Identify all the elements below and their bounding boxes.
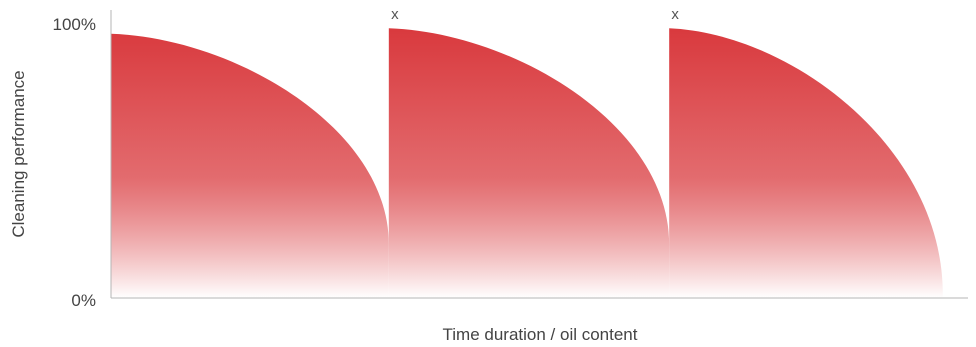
y-tick-label-100: 100% — [53, 15, 96, 34]
performance-area-2 — [388, 28, 670, 297]
x-axis-label: Time duration / oil content — [443, 325, 638, 344]
performance-area-3 — [669, 28, 943, 297]
performance-areas — [111, 28, 943, 298]
y-tick-label-0: 0% — [71, 291, 96, 310]
performance-area-1 — [111, 33, 389, 298]
cycle-marker-2: x — [391, 6, 399, 23]
y-axis-label: Cleaning performance — [9, 70, 28, 237]
cycle-marker-3: x — [671, 6, 679, 23]
